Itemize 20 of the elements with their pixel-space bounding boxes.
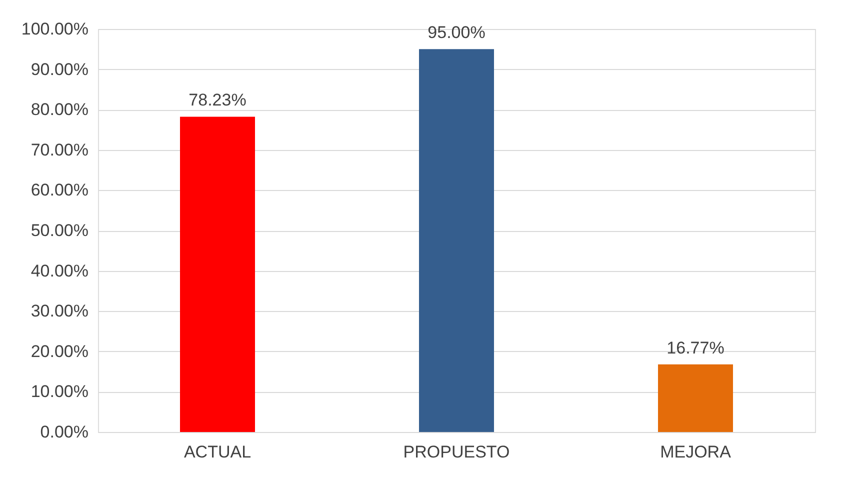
bar [419, 49, 494, 432]
y-tick-label: 70.00% [30, 140, 88, 160]
x-tick-label: MEJORA [660, 442, 732, 462]
y-tick-label: 90.00% [30, 60, 88, 79]
data-label: 95.00% [428, 23, 486, 42]
y-tick-label: 20.00% [30, 342, 88, 361]
bar [180, 116, 255, 432]
y-tick-label: 0.00% [40, 422, 88, 442]
x-tick-label: PROPUESTO [403, 442, 510, 462]
y-tick-label: 60.00% [30, 180, 88, 200]
y-tick-label: 50.00% [30, 221, 88, 240]
data-label: 16.77% [666, 338, 724, 358]
x-tick-label: ACTUAL [184, 442, 252, 462]
y-tick-label: 30.00% [30, 302, 88, 321]
bar [658, 364, 733, 432]
data-label: 78.23% [188, 90, 246, 110]
y-tick-label: 40.00% [30, 261, 88, 280]
y-tick-label: 100.00% [21, 20, 88, 38]
y-tick-label: 80.00% [30, 100, 88, 120]
y-tick-label: 10.00% [30, 382, 88, 402]
